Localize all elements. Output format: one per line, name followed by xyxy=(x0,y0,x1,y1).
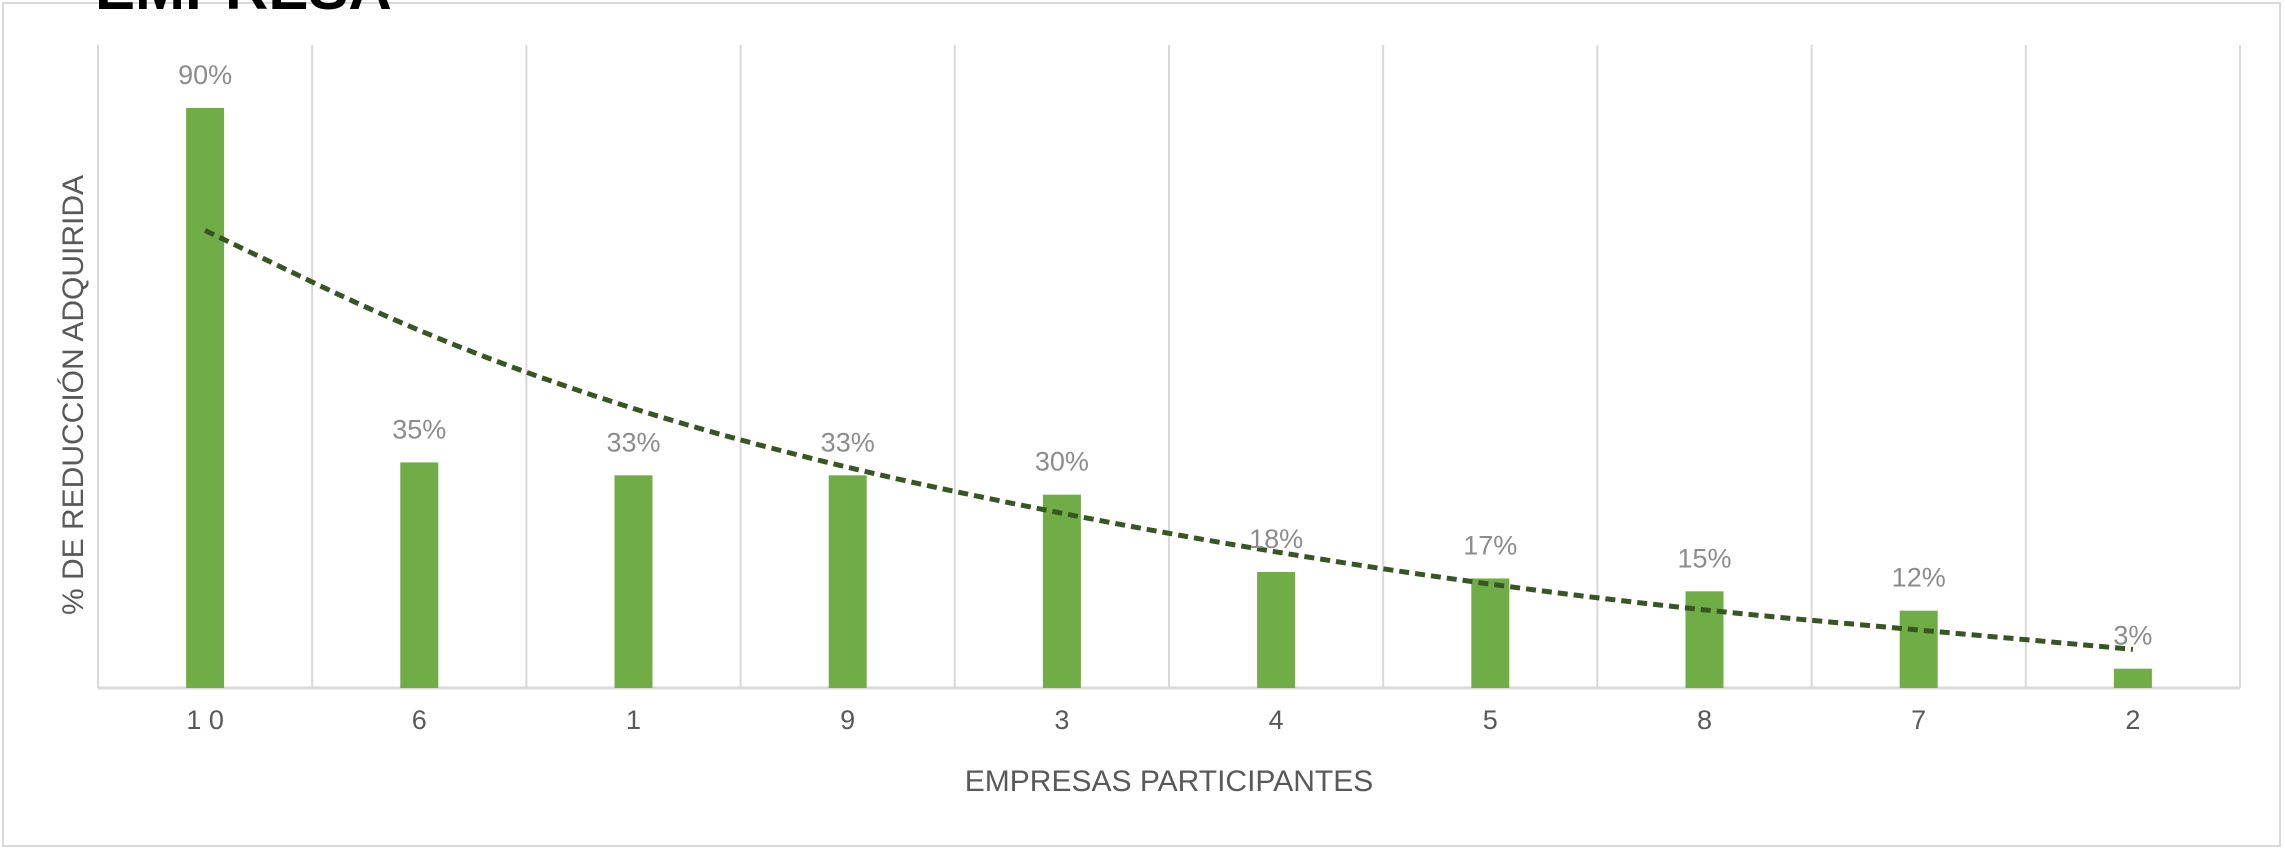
y-axis-title: % DE REDUCCIÓN ADQUIRIDA xyxy=(57,175,90,615)
x-tick-label: 6 xyxy=(412,705,427,735)
data-label: 33% xyxy=(606,427,660,457)
chart-title-fragment: EMPRESA xyxy=(95,0,392,23)
x-tick-label: 8 xyxy=(1697,705,1712,735)
data-label: 90% xyxy=(178,60,232,90)
data-label: 18% xyxy=(1249,524,1303,554)
bar xyxy=(1042,494,1081,688)
bar xyxy=(186,108,225,688)
trendline xyxy=(204,228,2134,652)
x-tick-label: 7 xyxy=(1911,705,1926,735)
x-tick-label: 1 xyxy=(626,705,641,735)
bars xyxy=(186,108,2152,688)
bar xyxy=(1899,610,1938,688)
trendline-group xyxy=(204,228,2134,652)
bar xyxy=(1257,572,1296,688)
gridlines xyxy=(97,45,2241,690)
x-tick-label: 4 xyxy=(1269,705,1284,735)
x-tick-label: 5 xyxy=(1483,705,1498,735)
data-label: 33% xyxy=(821,427,875,457)
x-tick-label: 2 xyxy=(2125,705,2140,735)
data-label: 17% xyxy=(1463,530,1517,560)
bar xyxy=(1685,591,1724,688)
x-axis-title: EMPRESAS PARTICIPANTES xyxy=(965,765,1373,798)
x-tick-label: 9 xyxy=(840,705,855,735)
x-tick-label: 1 0 xyxy=(186,705,224,735)
x-tick-labels: 1 0 6 1 9 3 4 5 8 7 2 xyxy=(186,705,2140,735)
bar xyxy=(828,475,867,688)
bar xyxy=(2113,668,2152,688)
bar xyxy=(614,475,653,688)
data-label: 35% xyxy=(392,414,446,444)
data-label: 30% xyxy=(1035,447,1089,477)
bar xyxy=(1471,578,1510,688)
data-label: 3% xyxy=(2113,621,2152,651)
data-label: 15% xyxy=(1677,543,1731,573)
data-labels: 90% 35% 33% 33% 30% 18% 17% 15% 12% 3% xyxy=(178,60,2152,651)
bar xyxy=(400,462,439,688)
data-label: 12% xyxy=(1892,563,1946,593)
x-tick-label: 3 xyxy=(1054,705,1069,735)
